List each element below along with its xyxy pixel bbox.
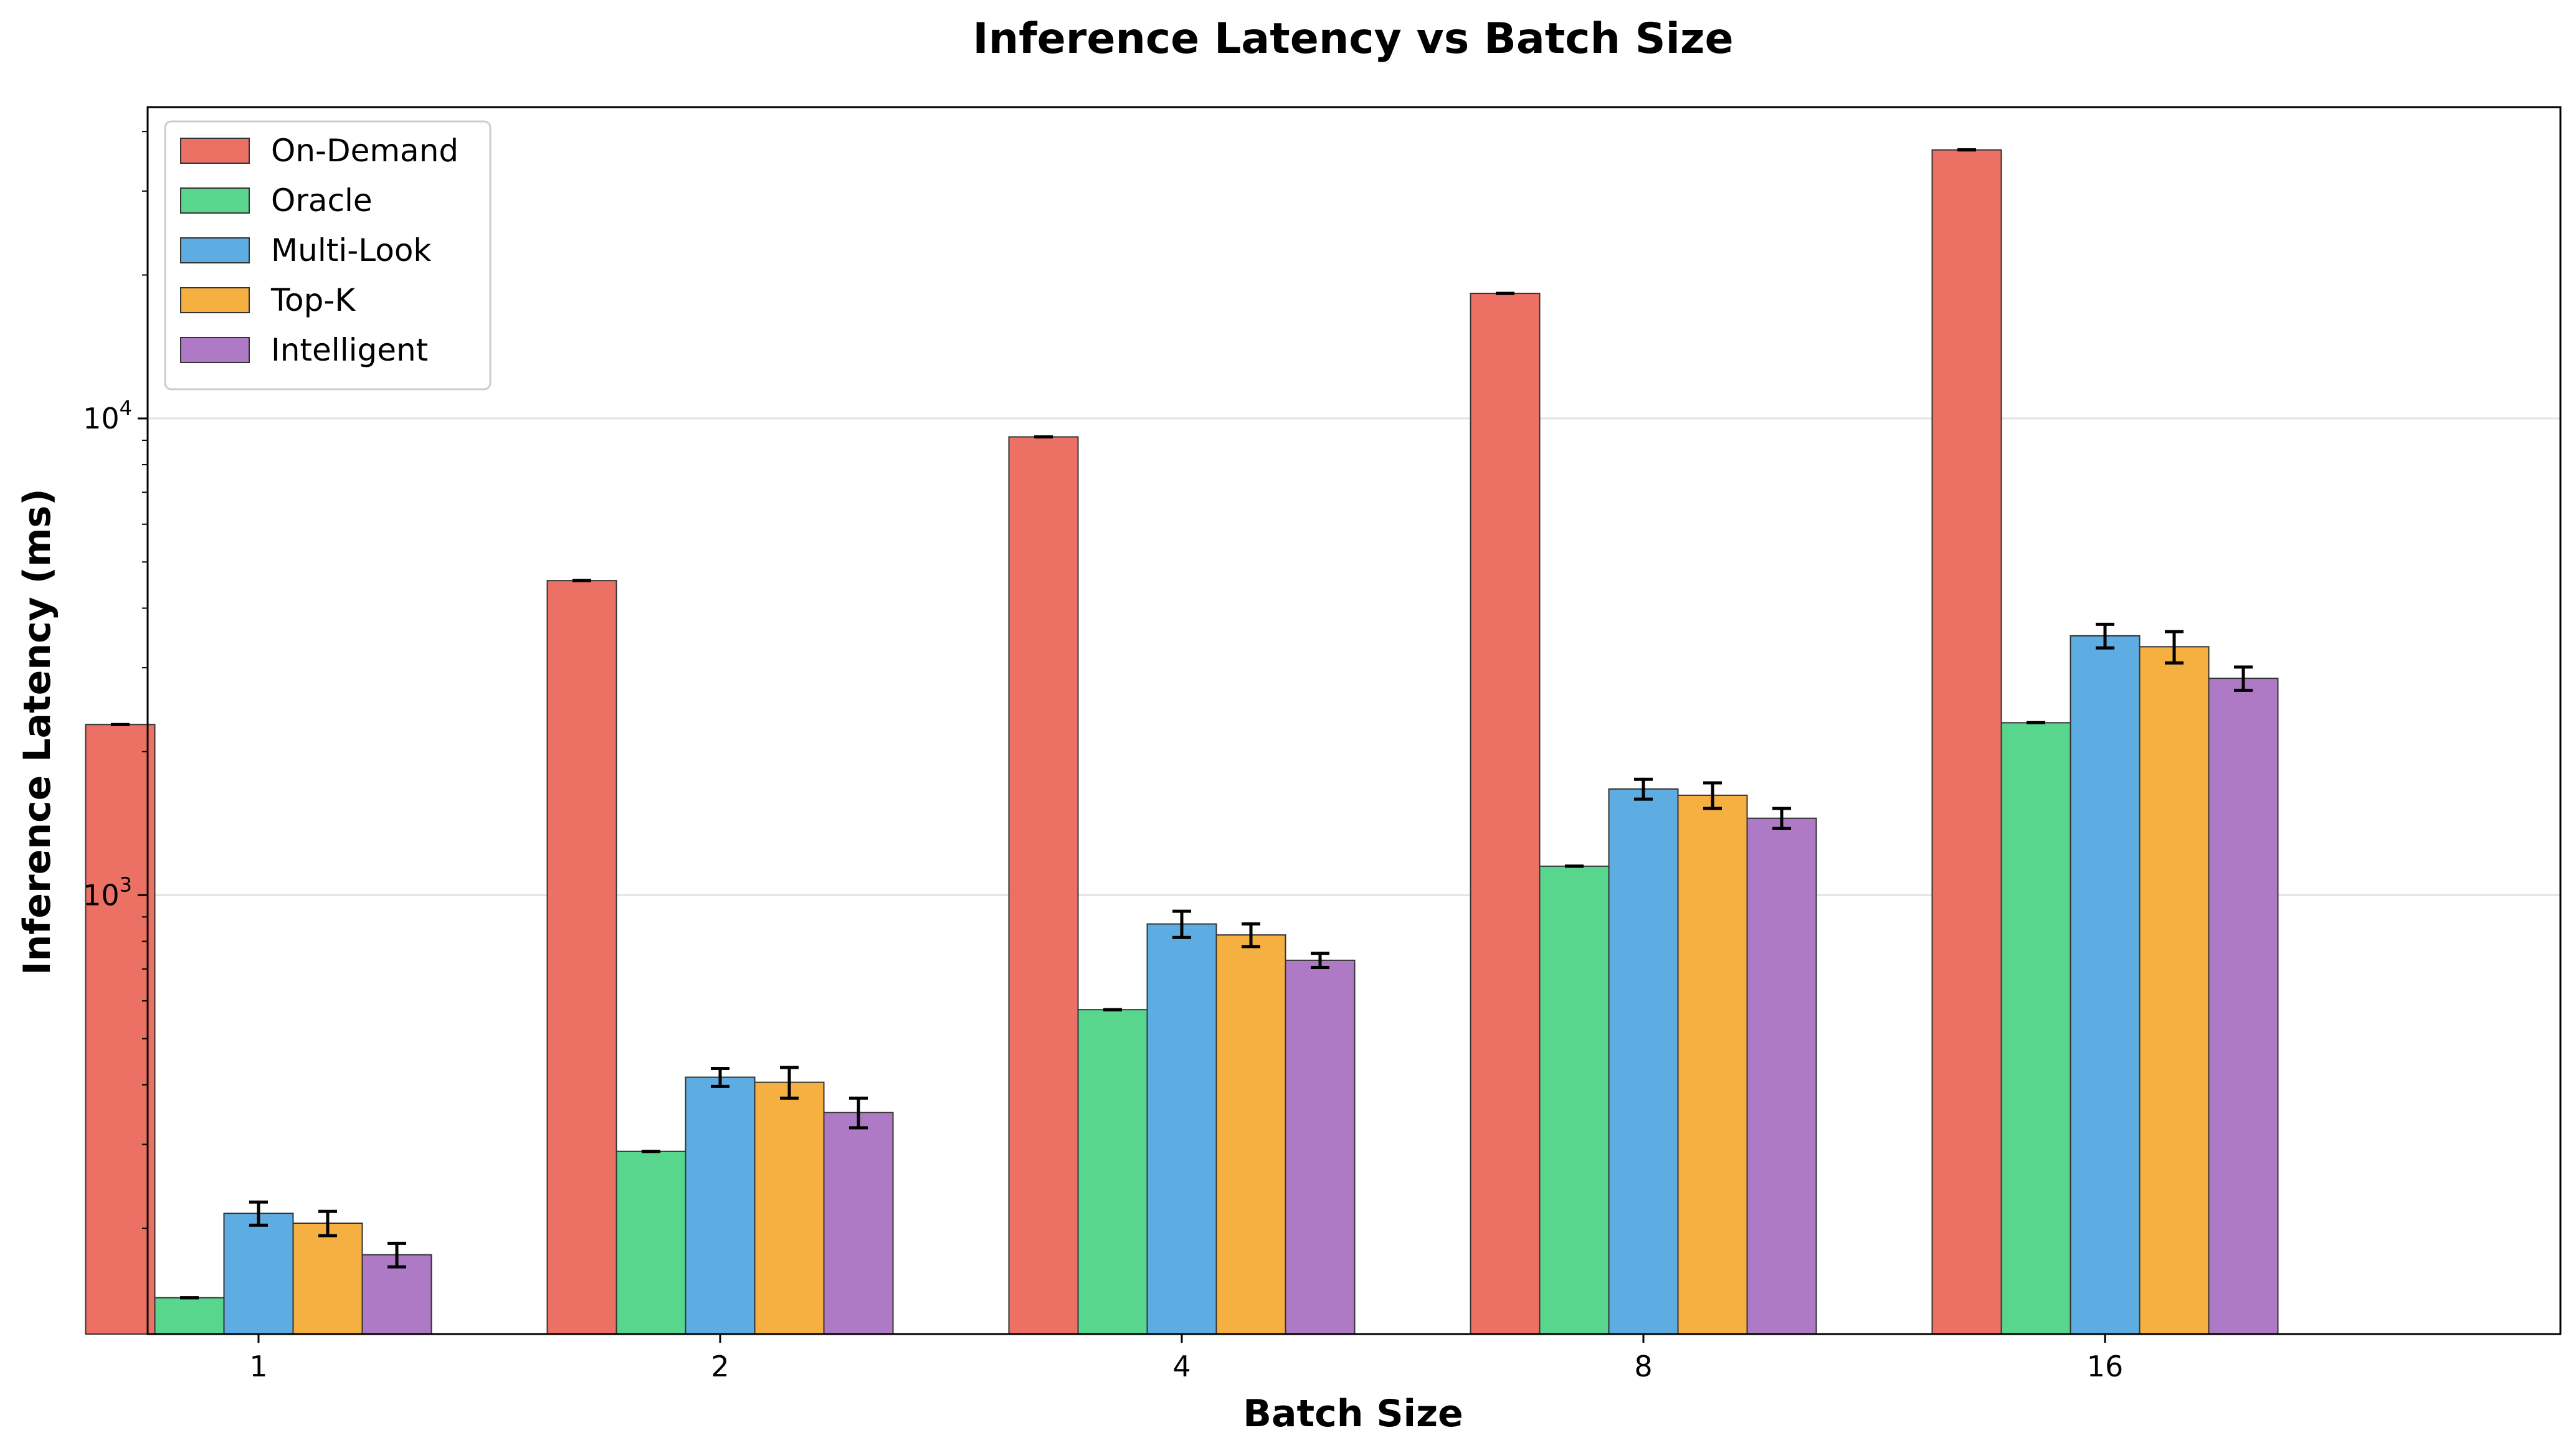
x-tick-label-16: 16 (2087, 1350, 2124, 1383)
legend-label-multi-look: Multi-Look (271, 232, 431, 268)
legend-label-intelligent: Intelligent (271, 332, 428, 368)
x-tick-label-2: 2 (711, 1350, 729, 1383)
bar-multi-look-4 (1146, 923, 1217, 1335)
legend-label-oracle: Oracle (271, 182, 373, 219)
legend-swatch-multi-look (180, 237, 250, 263)
bar-multi-look-8 (1608, 788, 1679, 1335)
bar-top-k-8 (1677, 794, 1748, 1335)
chart-title: Inference Latency vs Batch Size (972, 14, 1733, 64)
bar-intelligent-16 (2208, 678, 2279, 1335)
legend: On-Demand Oracle Multi-Look Top-K Intelligen… (164, 120, 492, 390)
bar-top-k-16 (2139, 646, 2210, 1335)
bar-multi-look-2 (685, 1076, 756, 1335)
bar-on-demand-8 (1470, 293, 1541, 1335)
bar-on-demand-16 (1931, 149, 2002, 1335)
bar-multi-look-16 (2070, 635, 2141, 1335)
legend-swatch-oracle (180, 187, 250, 214)
legend-swatch-on-demand (180, 138, 250, 164)
bar-intelligent-8 (1746, 817, 1817, 1335)
bar-top-k-2 (754, 1081, 825, 1335)
bar-intelligent-2 (823, 1112, 894, 1335)
bar-top-k-4 (1215, 934, 1286, 1335)
plot-area: 1 2 4 8 16 103 104 (83, 106, 2562, 1383)
bar-oracle-4 (1077, 1009, 1148, 1335)
legend-swatch-top-k (180, 287, 250, 313)
bar-oracle-2 (615, 1150, 687, 1335)
legend-label-on-demand: On-Demand (271, 133, 459, 169)
y-axis-label: Inference Latency (ms) (16, 488, 59, 975)
bar-on-demand-2 (546, 580, 617, 1335)
x-tick-label-1: 1 (249, 1350, 267, 1383)
bar-on-demand-1 (85, 724, 156, 1335)
x-tick-label-4: 4 (1172, 1350, 1191, 1383)
bar-on-demand-4 (1008, 436, 1079, 1335)
y-tick-label-0: 103 (83, 873, 132, 912)
bar-intelligent-4 (1285, 959, 1356, 1335)
bar-oracle-1 (154, 1297, 225, 1335)
bar-oracle-16 (2000, 722, 2071, 1335)
x-axis-label: Batch Size (1243, 1392, 1463, 1436)
bar-oracle-8 (1539, 865, 1610, 1335)
x-tick-label-8: 8 (1634, 1350, 1652, 1383)
y-tick-label-1: 104 (83, 396, 132, 435)
legend-label-top-k: Top-K (270, 282, 356, 318)
plot-frame (146, 106, 2562, 1335)
bar-top-k-1 (292, 1223, 363, 1335)
legend-swatch-intelligent (180, 337, 250, 363)
bar-multi-look-1 (223, 1213, 294, 1335)
